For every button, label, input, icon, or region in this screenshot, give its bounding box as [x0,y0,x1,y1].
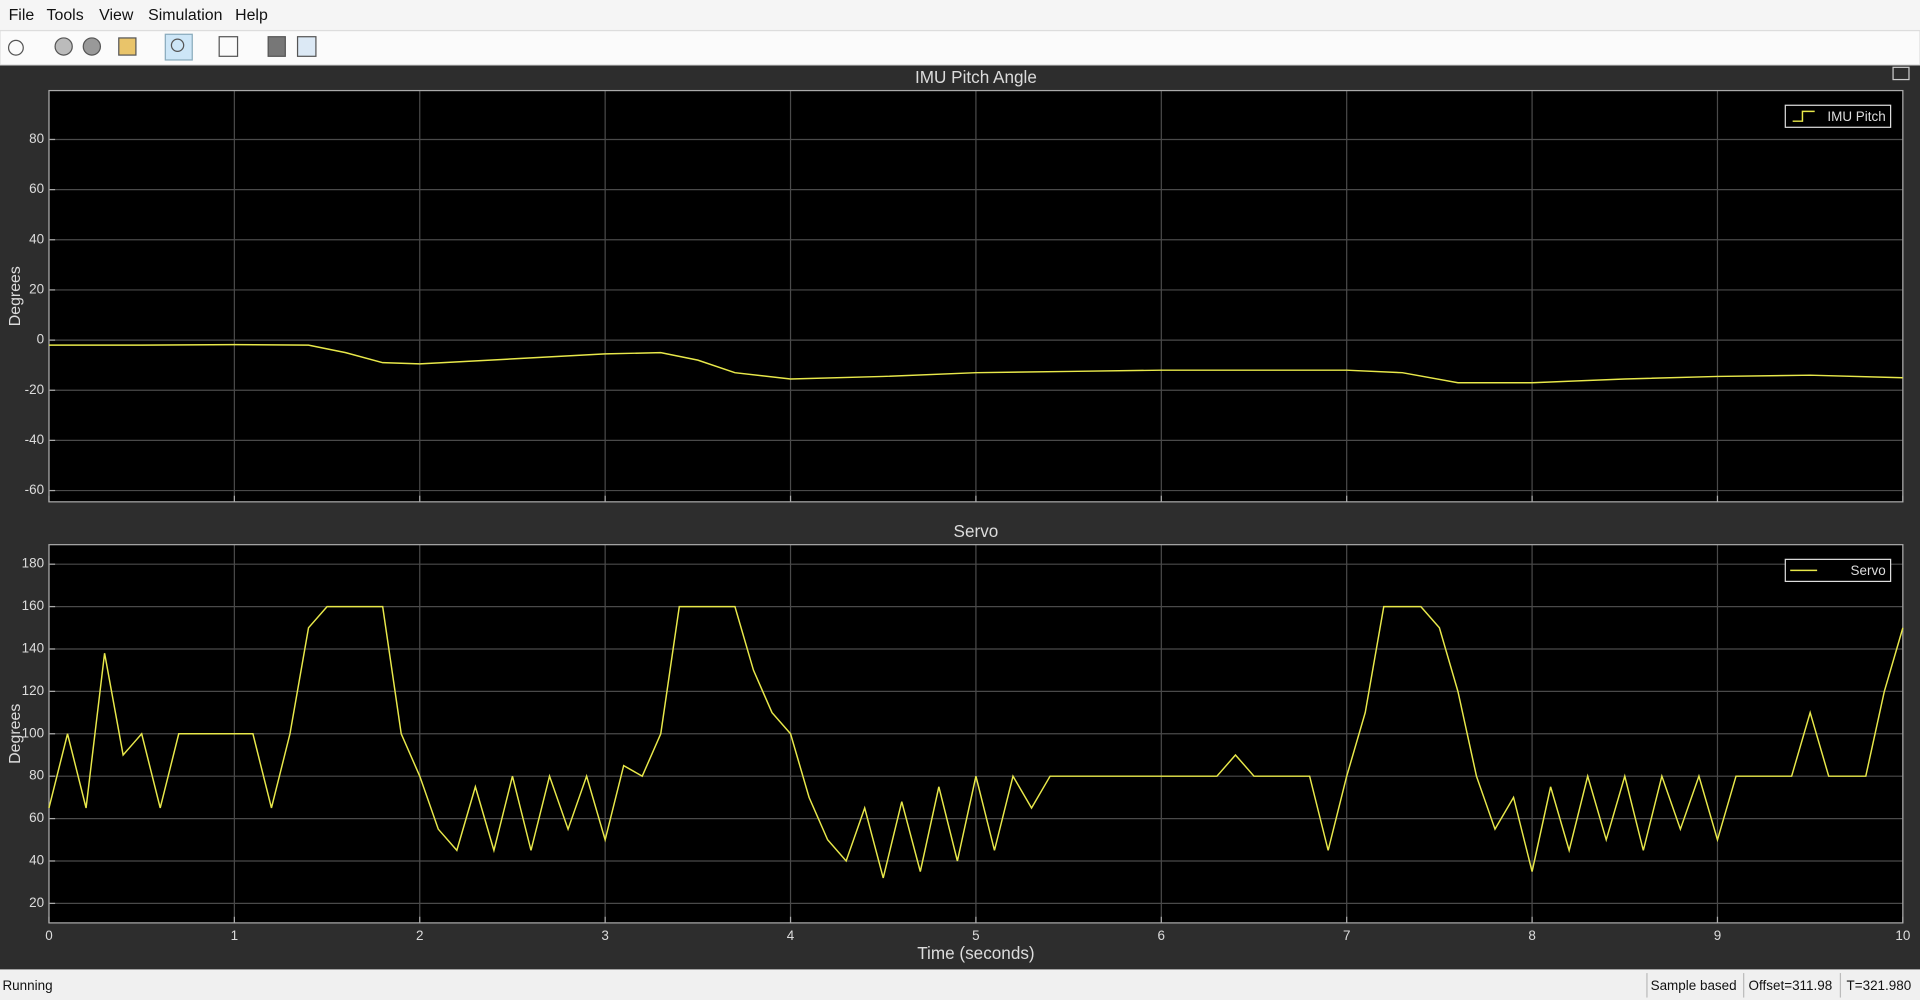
menu-help[interactable]: Help [235,7,268,24]
legend-label: IMU Pitch [1827,109,1885,124]
highlight-button[interactable] [118,37,137,56]
x-tick-label: 4 [787,928,795,943]
x-tick-label: 8 [1528,928,1535,943]
menu-simulation[interactable]: Simulation [148,7,222,24]
y-tick-label: 100 [22,725,44,740]
measure-button[interactable] [296,36,317,57]
y-tick-label: 140 [22,641,44,656]
y-tick-label: 180 [22,556,44,571]
x-tick-label: 6 [1158,928,1165,943]
plot-title: Servo [954,521,999,541]
x-tick-label: 10 [1895,928,1910,943]
y-axis-label: Degrees [7,266,24,326]
x-tick-label: 9 [1714,928,1721,943]
y-tick-label: 80 [29,131,44,146]
data-line [48,343,1903,384]
y-tick-label: 60 [29,810,44,825]
y-tick-label: -60 [25,482,44,497]
menu-view[interactable]: View [99,7,134,24]
x-tick-label: 2 [416,928,423,943]
zoom-button[interactable] [164,33,193,61]
style-button[interactable] [267,36,286,57]
status-offset: Offset=311.98 [1749,978,1833,993]
legend-icon [1792,110,1815,122]
toolbar-icons [7,33,317,61]
y-tick-label: 60 [29,181,44,196]
menu-bar [0,0,1920,31]
x-tick-label: 1 [231,928,238,943]
y-axis-label: Degrees [7,704,24,764]
menu-file[interactable]: File [9,7,35,24]
y-tick-label: 40 [29,853,44,868]
y-tick-label: 160 [22,598,44,613]
y-tick-label: -20 [25,382,44,397]
x-axis-label: Time (seconds) [917,943,1034,963]
y-tick-label: 40 [29,231,44,246]
run-button[interactable] [54,37,73,56]
x-tick-label: 7 [1343,928,1350,943]
y-tick-label: 0 [37,332,44,347]
settings-button[interactable] [7,39,24,56]
legend-box [1784,558,1892,583]
x-tick-label: 5 [972,928,979,943]
plot-border [48,544,1904,924]
y-tick-label: 120 [22,683,44,698]
data-line [48,605,1904,879]
legend-label: Servo [1851,563,1886,578]
undock-button[interactable] [1892,66,1910,81]
y-tick-label: 80 [29,768,44,783]
x-tick-label: 3 [601,928,608,943]
y-tick-label: 20 [29,895,44,910]
y-tick-label: 20 [29,282,44,297]
toolbar [0,29,1920,66]
menu-tools[interactable]: Tools [47,7,84,24]
plot-title: IMU Pitch Angle [915,67,1037,87]
status-state: Running [2,978,52,993]
y-tick-label: -40 [25,432,44,447]
stop-button[interactable] [82,37,102,56]
status-mode: Sample based [1651,978,1737,993]
status-time: T=321.980 [1847,978,1912,993]
scale-button[interactable] [218,36,239,57]
x-tick-label: 0 [45,928,52,943]
zoom-icon [170,38,185,53]
plot-border [48,89,1904,503]
status-bar [0,969,1920,1000]
